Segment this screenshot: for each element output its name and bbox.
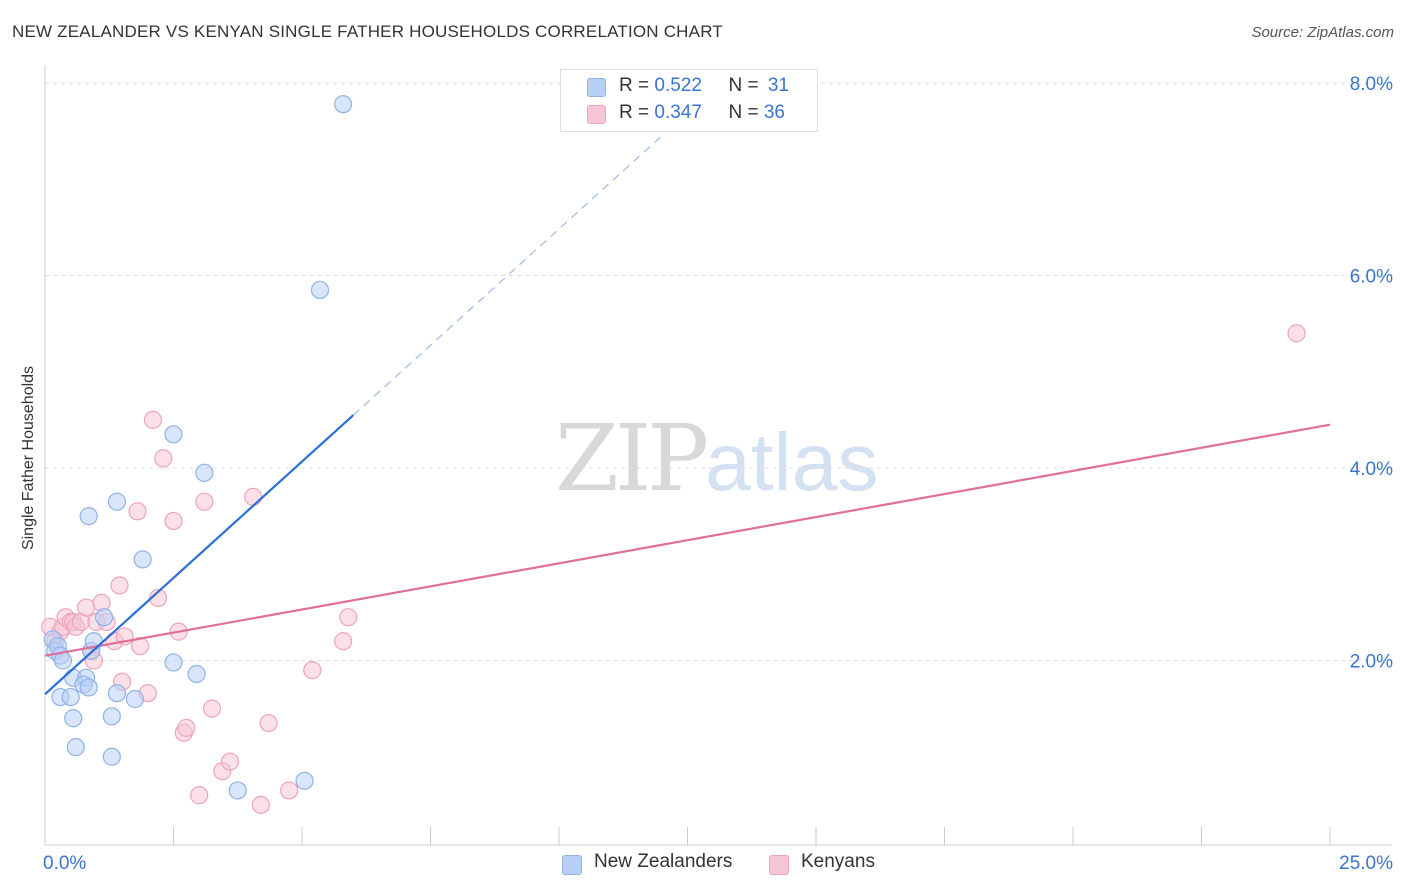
new-zealanders-point xyxy=(334,95,353,114)
x-tick-label-min: 0.0% xyxy=(43,853,86,874)
new-zealanders-points xyxy=(43,95,353,800)
legend-r-label: R = xyxy=(619,102,655,123)
new-zealanders-point xyxy=(95,608,114,627)
legend-n-label: N = xyxy=(728,102,764,123)
new-zealanders-point xyxy=(195,463,214,482)
new-zealanders-point xyxy=(125,689,145,709)
new-zealanders-point xyxy=(107,684,127,703)
new-zealanders-trend-line xyxy=(44,414,355,696)
new-zealanders-point xyxy=(79,678,98,697)
legend-r-value: 0.522 xyxy=(654,75,702,96)
series-legend-new-zealanders: New Zealanders xyxy=(562,851,733,875)
new-zealanders-point xyxy=(102,707,121,726)
zipatlas-watermark: ZIPatlas xyxy=(555,405,878,512)
kenyans-point xyxy=(339,608,358,627)
new-zealanders-point xyxy=(164,425,183,444)
new-zealanders-point xyxy=(64,709,83,728)
kenyans-point xyxy=(148,588,168,608)
trend-lines xyxy=(44,135,1331,696)
y-tick-label: 8.0% xyxy=(1350,74,1393,95)
legend-swatch-kenyans xyxy=(769,855,789,875)
kenyans-point xyxy=(220,752,240,771)
legend-swatch-new-zealanders xyxy=(562,855,582,875)
new-zealanders-point xyxy=(228,781,247,800)
new-zealanders-point xyxy=(295,771,314,790)
y-tick-label: 6.0% xyxy=(1350,267,1393,288)
legend-swatch-kenyans xyxy=(587,105,606,124)
new-zealanders-point xyxy=(61,687,80,707)
watermark-atlas: atlas xyxy=(705,417,879,508)
legend-n-label: N = xyxy=(728,75,764,96)
kenyans-point xyxy=(259,713,278,733)
watermark-zip: ZIP xyxy=(555,405,709,512)
legend-row-new-zealanders: R = 0.522 N = 31 xyxy=(619,75,789,97)
legend-label-kenyans: Kenyans xyxy=(801,851,875,872)
kenyans-point xyxy=(110,576,129,595)
new-zealanders-point xyxy=(66,738,85,757)
new-zealanders-point xyxy=(310,280,330,300)
kenyans-point xyxy=(244,487,263,506)
new-zealanders-point xyxy=(164,653,183,672)
legend-n-value: 31 xyxy=(767,75,789,96)
kenyans-point xyxy=(334,632,353,651)
grid-layer xyxy=(45,82,1392,661)
kenyans-point xyxy=(280,781,299,800)
kenyans-trend-line xyxy=(44,423,1331,657)
y-tick-label: 2.0% xyxy=(1350,652,1393,673)
kenyans-point xyxy=(1287,324,1306,343)
kenyans-point xyxy=(128,502,147,521)
kenyans-point xyxy=(190,786,209,805)
tick-labels: 2.0% 4.0% 6.0% 8.0% 0.0% 25.0% xyxy=(43,74,1393,874)
legend-row-kenyans: R = 0.347 N = 36 xyxy=(619,102,785,124)
new-zealanders-point xyxy=(133,550,152,569)
kenyans-point xyxy=(177,718,196,737)
legend-r-value: 0.347 xyxy=(654,102,702,123)
y-tick-label: 4.0% xyxy=(1350,459,1393,480)
chart-title: NEW ZEALANDER VS KENYAN SINGLE FATHER HO… xyxy=(12,22,723,41)
new-zealanders-point xyxy=(79,507,98,526)
correlation-legend: R = 0.522 N = 31 R = 0.347 N = 36 xyxy=(560,69,818,132)
kenyans-point xyxy=(77,598,96,617)
legend-label-new-zealanders: New Zealanders xyxy=(594,851,733,872)
kenyans-point xyxy=(164,511,183,531)
new-zealanders-point xyxy=(187,664,206,684)
kenyans-point xyxy=(251,795,270,814)
kenyans-point xyxy=(154,449,173,468)
new-zealanders-point xyxy=(102,747,121,766)
chart-source: Source: ZipAtlas.com xyxy=(1251,24,1394,41)
legend-n-value: 36 xyxy=(763,102,785,123)
legend-r-label: R = xyxy=(619,75,655,96)
kenyans-points xyxy=(41,324,1306,814)
kenyans-point xyxy=(303,661,322,680)
legend-swatch-new-zealanders xyxy=(587,78,606,97)
kenyans-point xyxy=(195,492,214,511)
new-zealanders-point xyxy=(107,492,127,511)
series-legend-kenyans: Kenyans xyxy=(769,851,875,875)
axis-layer xyxy=(44,65,1392,846)
kenyans-point xyxy=(143,410,163,429)
kenyans-point xyxy=(202,699,222,718)
x-tick-label-max: 25.0% xyxy=(1339,853,1393,874)
